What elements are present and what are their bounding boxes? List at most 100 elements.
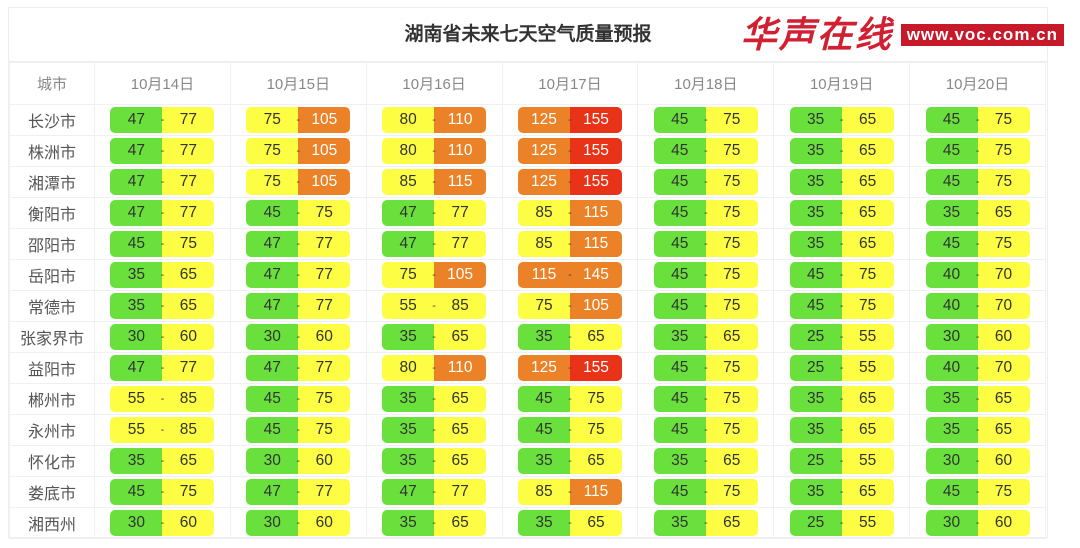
aqi-range-pill: 35 65- [789, 386, 894, 412]
aqi-low-value: 47 [110, 169, 163, 195]
forecast-cell: 35 65- [365, 507, 503, 539]
aqi-range-pill: 85 115- [517, 479, 622, 505]
range-separator: - [839, 238, 844, 250]
aqi-low-value: 45 [925, 138, 978, 164]
forecast-cell: 55 85- [94, 414, 231, 446]
forecast-cell: 75 105- [501, 290, 639, 322]
aqi-low-value: 45 [653, 293, 706, 319]
range-separator: - [432, 362, 436, 374]
aqi-high-value: 60 [977, 448, 1030, 474]
aqi-high-value: 65 [569, 510, 622, 536]
range-separator: - [703, 238, 708, 250]
aqi-range-pill: 35 65- [925, 386, 1030, 412]
aqi-range-pill: 35 65- [789, 231, 894, 257]
range-separator: - [296, 145, 301, 157]
date-column-header: 10月20日 [909, 62, 1046, 105]
table-row: 娄底市 45 75-47 77-47 77-85 115-45 75-35 65-45 75- [9, 476, 1046, 508]
range-separator: - [568, 486, 572, 498]
aqi-low-value: 85 [382, 169, 435, 195]
aqi-low-value: 45 [653, 169, 706, 195]
range-separator: - [568, 269, 572, 281]
range-separator: - [975, 238, 980, 250]
range-separator: - [296, 238, 301, 250]
range-separator: - [160, 393, 165, 405]
range-separator: - [839, 393, 844, 405]
range-separator: - [975, 331, 980, 343]
forecast-cell: 30 60- [909, 445, 1046, 477]
aqi-high-value: 70 [977, 262, 1030, 288]
aqi-range-pill: 45 75- [653, 200, 758, 226]
range-separator: - [839, 207, 844, 219]
aqi-high-value: 77 [434, 231, 487, 257]
forecast-cell: 47 77- [94, 352, 231, 384]
aqi-low-value: 30 [110, 324, 163, 350]
aqi-high-value: 65 [977, 386, 1030, 412]
aqi-range-pill: 47 77- [382, 479, 487, 505]
aqi-range-pill: 45 75- [110, 231, 215, 257]
watermark-logo: 华声在线 [740, 14, 893, 56]
aqi-high-value: 105 [569, 293, 622, 319]
aqi-low-value: 45 [653, 262, 706, 288]
aqi-low-value: 35 [382, 510, 435, 536]
aqi-high-value: 70 [977, 355, 1030, 381]
forecast-cell: 45 75- [637, 197, 775, 229]
aqi-range-pill: 80 110- [382, 107, 487, 133]
aqi-high-value: 77 [298, 355, 351, 381]
range-separator: - [296, 424, 301, 436]
forecast-cell: 45 75- [501, 383, 639, 415]
aqi-high-value: 75 [977, 169, 1030, 195]
date-column-header: 10月19日 [773, 62, 911, 105]
forecast-cell: 47 77- [94, 104, 231, 136]
aqi-high-value: 55 [841, 324, 894, 350]
aqi-range-pill: 35 65- [789, 479, 894, 505]
aqi-low-value: 35 [382, 417, 435, 443]
aqi-range-pill: 45 75- [789, 262, 894, 288]
forecast-cell: 47 77- [229, 352, 367, 384]
forecast-cell: 25 55- [773, 445, 911, 477]
range-separator: - [296, 207, 301, 219]
aqi-range-pill: 47 77- [246, 231, 351, 257]
forecast-cell: 45 75- [637, 476, 775, 508]
range-separator: - [160, 269, 165, 281]
forecast-cell: 35 65- [501, 321, 639, 353]
range-separator: - [839, 145, 844, 157]
aqi-low-value: 30 [925, 510, 978, 536]
aqi-low-value: 35 [789, 417, 842, 443]
aqi-range-pill: 47 77- [246, 262, 351, 288]
forecast-cell: 45 75- [909, 476, 1046, 508]
aqi-range-pill: 55 85- [110, 386, 215, 412]
aqi-high-value: 55 [841, 448, 894, 474]
forecast-cell: 55 85- [365, 290, 503, 322]
range-separator: - [703, 145, 708, 157]
forecast-cell: 47 77- [365, 476, 503, 508]
range-separator: - [432, 207, 436, 219]
aqi-high-value: 65 [434, 417, 487, 443]
aqi-high-value: 145 [569, 262, 622, 288]
range-separator: - [568, 114, 572, 126]
aqi-low-value: 125 [517, 355, 570, 381]
forecast-cell: 47 77- [94, 135, 231, 167]
aqi-high-value: 155 [569, 355, 622, 381]
aqi-high-value: 115 [569, 479, 622, 505]
aqi-low-value: 47 [246, 231, 299, 257]
forecast-cell: 35 65- [637, 445, 775, 477]
aqi-high-value: 65 [841, 138, 894, 164]
table-row: 长沙市 47 77-75 105-80 110-125 155-45 75-35 65-45 7… [9, 104, 1046, 136]
aqi-range-pill: 35 65- [789, 138, 894, 164]
aqi-low-value: 35 [925, 417, 978, 443]
range-separator: - [703, 269, 708, 281]
table-row: 邵阳市 45 75-47 77-47 77-85 115-45 75-35 65-45 75- [9, 228, 1046, 260]
aqi-range-pill: 125 155- [517, 138, 622, 164]
forecast-cell: 35 65- [773, 135, 911, 167]
aqi-low-value: 45 [789, 293, 842, 319]
aqi-high-value: 75 [569, 386, 622, 412]
aqi-low-value: 40 [925, 293, 978, 319]
aqi-range-pill: 35 65- [789, 200, 894, 226]
aqi-high-value: 65 [841, 386, 894, 412]
city-name: 邵阳市 [9, 228, 95, 260]
aqi-range-pill: 47 77- [246, 293, 351, 319]
aqi-low-value: 85 [517, 200, 570, 226]
aqi-low-value: 47 [382, 200, 435, 226]
range-separator: - [568, 455, 572, 467]
aqi-range-pill: 47 77- [110, 355, 215, 381]
